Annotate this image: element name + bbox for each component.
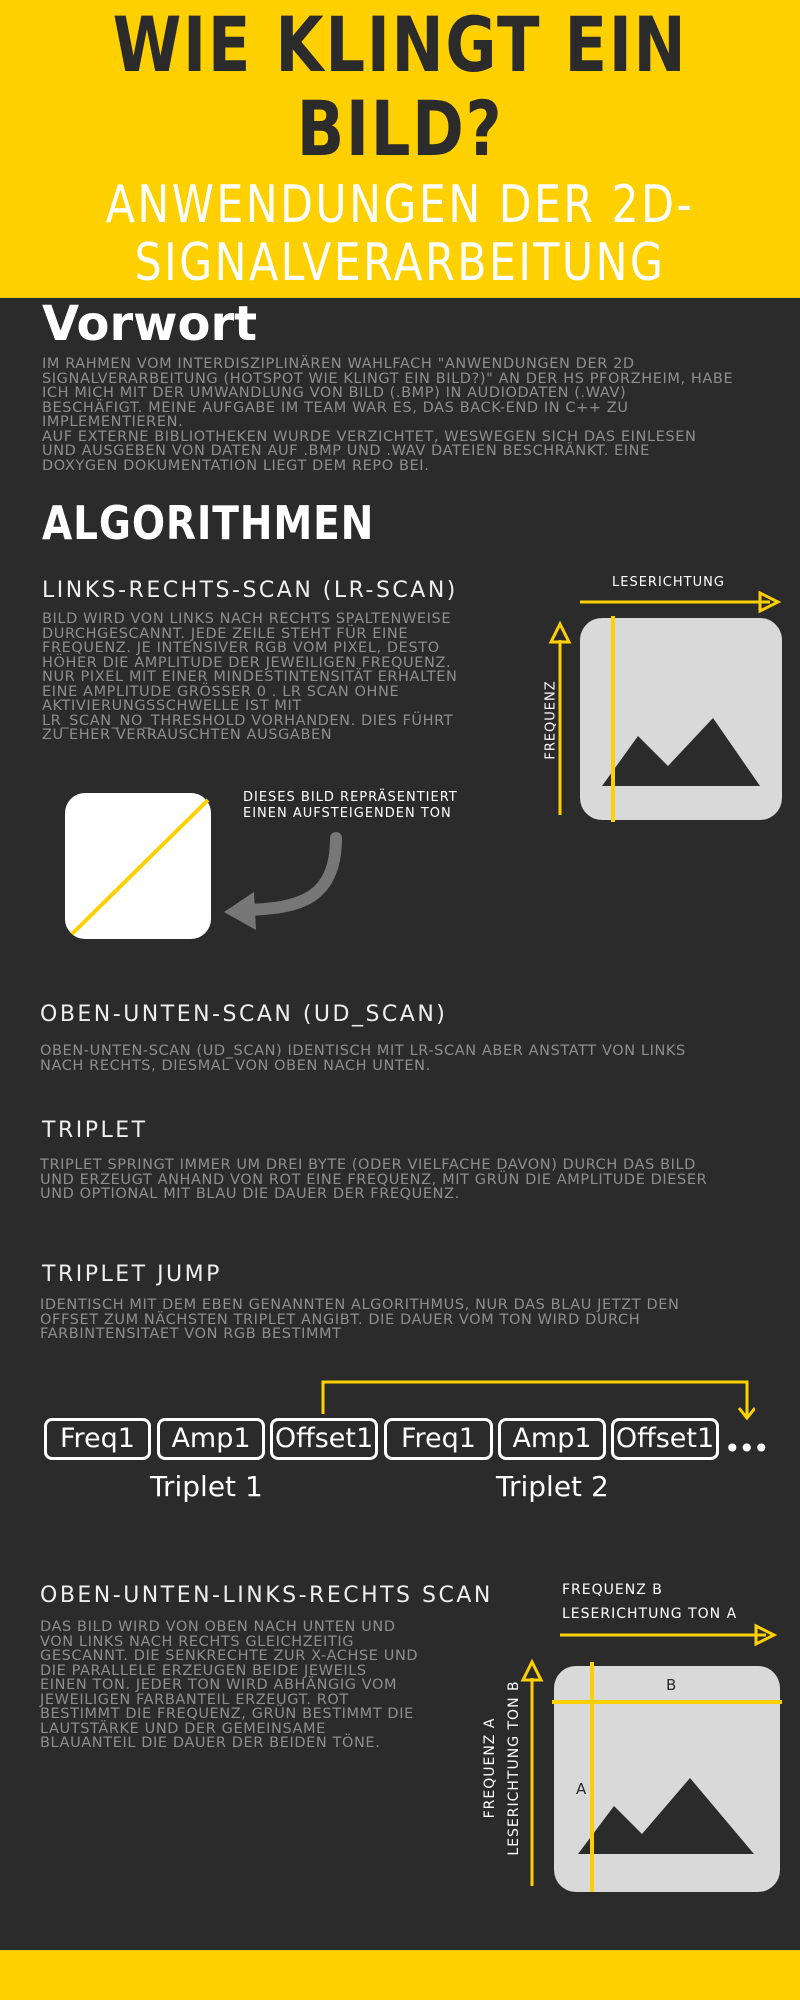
udlr-top-label-line1: FREQUENZ B (562, 1582, 663, 1598)
triplet-2-label: Triplet 2 (496, 1470, 609, 1503)
triplet-heading: TRIPLET (42, 1118, 148, 1143)
curved-arrow-icon (224, 832, 342, 930)
triplet-box-freq1: Freq1 (44, 1418, 151, 1460)
footer-banner (0, 1950, 800, 2000)
udlr-reading-direction-arrow-icon (560, 1623, 778, 1647)
page-subtitle-line1: ANWENDUNGEN DER 2D- (105, 175, 695, 235)
vorwort-text: IM RAHMEN VOM INTERDISZIPLINÄREN WAHLFAC… (42, 356, 734, 474)
lr-image-icon (580, 616, 782, 822)
ud-scan-text: OBEN-UNTEN-SCAN (UD_SCAN) IDENTISCH MIT … (40, 1043, 686, 1074)
udlr-side-label-line2: LESERICHTUNG TON B (506, 1680, 522, 1856)
triplet-box-offset1: Offset1 (611, 1418, 719, 1460)
udlr-side-label-line1: FREQUENZ A (482, 1717, 498, 1819)
triplet-1-label: Triplet 1 (150, 1470, 263, 1503)
triplet-box-freq1: Freq1 (384, 1418, 493, 1460)
triplet-jump-text: IDENTISCH MIT DEM EBEN GENANNTEN ALGORIT… (40, 1297, 680, 1342)
triplet-text: TRIPLET SPRINGT IMMER UM DREI BYTE (ODER… (40, 1157, 708, 1202)
lr-frequency-arrow-icon (548, 620, 572, 815)
ascending-tone-example-image (65, 793, 211, 939)
page-title-line2: BILD? (296, 84, 504, 173)
udlr-image-icon (552, 1662, 782, 1892)
vorwort-heading: Vorwort (42, 296, 258, 352)
marker-a: A (576, 1780, 587, 1798)
marker-b: B (666, 1676, 677, 1694)
page-title-line1: WIE KLINGT EIN (112, 0, 688, 89)
triplet-box-amp1: Amp1 (157, 1418, 265, 1460)
header-banner (0, 0, 800, 298)
example-caption: DIESES BILD REPRÄSENTIERT EINEN AUFSTEIG… (243, 790, 458, 821)
triplet-jump-heading: TRIPLET JUMP (42, 1262, 222, 1287)
triplet-box-amp1: Amp1 (498, 1418, 606, 1460)
udlr-frequency-arrow-icon (520, 1658, 544, 1886)
offset-jump-arrow-icon (321, 1380, 755, 1421)
udlr-scan-text: DAS BILD WIRD VON OBEN NACH UNTEN UND VO… (40, 1619, 419, 1751)
ellipsis-icon: ••• (724, 1432, 770, 1465)
lr-scan-heading: LINKS-RECHTS-SCAN (LR-SCAN) (42, 578, 458, 603)
udlr-top-label-line2: LESERICHTUNG TON A (562, 1606, 738, 1622)
triplet-box-offset1: Offset1 (270, 1418, 378, 1460)
udlr-scan-heading: OBEN-UNTEN-LINKS-RECHTS SCAN (40, 1583, 493, 1608)
lr-scan-text: BILD WIRD VON LINKS NACH RECHTS SPALTENW… (42, 611, 458, 743)
ud-scan-heading: OBEN-UNTEN-SCAN (UD_SCAN) (40, 1002, 448, 1027)
lr-diagram-reading-direction-label: LESERICHTUNG (612, 575, 725, 590)
page-subtitle-line2: SIGNALVERARBEITUNG (134, 233, 666, 293)
lr-reading-direction-arrow-icon (580, 590, 782, 614)
lr-diagram-frequency-label: FREQUENZ (543, 680, 559, 760)
algorithmen-heading: ALGORITHMEN (42, 496, 375, 550)
